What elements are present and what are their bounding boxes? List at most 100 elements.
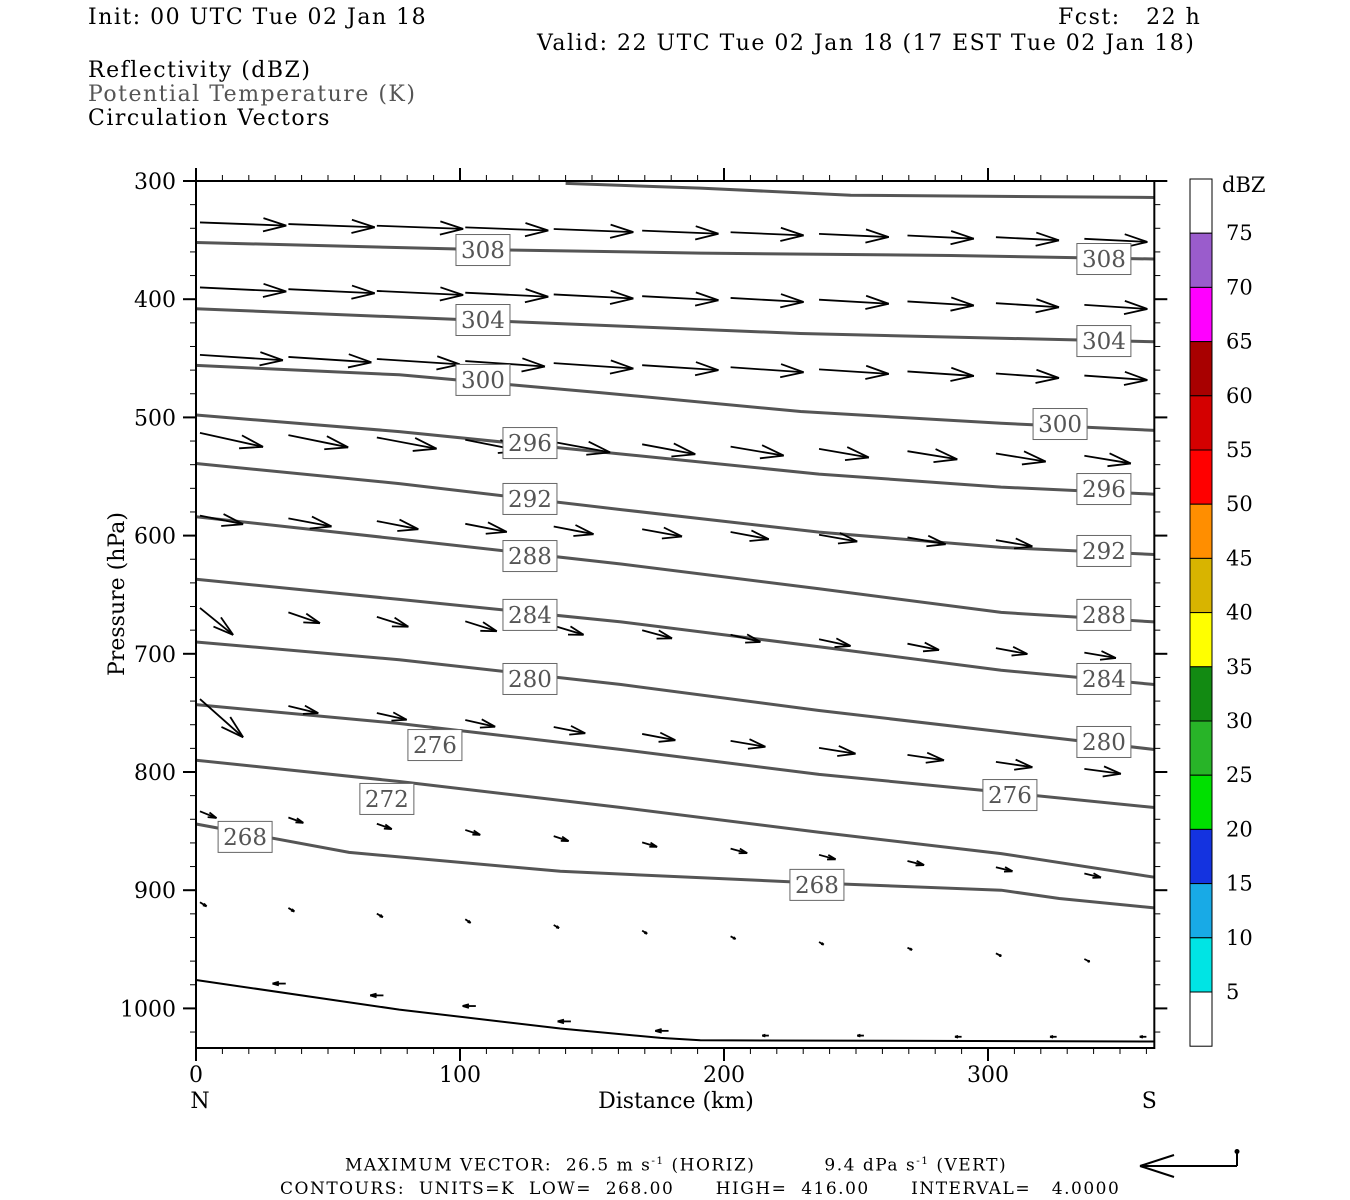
theta-contour-line [195,413,1155,496]
vector-head [655,1029,662,1034]
wind-vector [553,524,594,537]
surface-vector [857,1033,864,1038]
vector-shaft [553,624,584,636]
key-head [1139,1165,1175,1178]
vector-head [1036,368,1060,379]
vector-head [262,224,287,233]
wind-vector [907,946,913,951]
wind-vector [553,289,634,305]
surface-vector [557,1018,571,1025]
colorbar-tick-label: 40 [1226,601,1253,625]
vector-shaft [641,443,696,456]
vector-shaft [642,295,719,302]
vector-head [436,355,461,366]
wind-vector [199,513,244,527]
valid-time-label: Valid: 22 UTC Tue 02 Jan 18 (17 EST Tue … [537,31,1196,56]
wind-vector [288,704,319,715]
vector-head [732,936,737,940]
x-tick-label: 200 [703,1063,745,1088]
vector-head [926,751,945,762]
forecast-hour-label: Fcst: 22 h [1058,5,1202,30]
vector-head [213,625,234,636]
vector-head [263,282,287,293]
vector-shaft [376,520,419,531]
vector-head [844,456,869,461]
theta-contour-label-box [1076,725,1132,758]
vector-shaft [199,698,244,738]
wind-vector [641,629,673,640]
theta-contour-label-box [1076,325,1132,358]
vector-head [208,811,218,819]
theta-contour-label: 276 [413,733,457,759]
wind-vector [641,442,696,458]
vector-head [780,293,804,303]
colorbar-cell [1189,774,1213,830]
vector-shaft [288,517,332,528]
vector-head [1014,766,1033,771]
vector-head [694,299,719,307]
wind-vector [199,810,218,819]
theta-contour-label-box [502,662,558,695]
vector-shaft [730,531,769,541]
vector-head [761,444,785,457]
wind-vector [995,298,1060,314]
wind-vector [199,431,264,450]
vector-shaft [553,293,634,300]
vector-head [1021,460,1046,466]
vector-head [1103,765,1122,775]
vector-shaft [1084,237,1148,243]
vector-head [865,364,890,375]
wind-vector [199,282,287,298]
wind-vector [288,353,372,369]
wind-vector [465,620,498,633]
wind-vector [199,901,208,908]
theta-contour-label-box [502,427,558,460]
vector-shaft [199,607,234,636]
vector-head [751,529,770,540]
theta-contour-label: 280 [508,667,552,693]
vector-head [521,365,546,373]
vector-shaft [641,629,673,640]
wind-vector [995,450,1047,466]
vector-head [239,445,264,450]
vector-head [926,543,946,548]
vector-head [780,301,804,309]
wind-vector [730,363,804,379]
vector-head [392,711,408,721]
vector-shaft [1084,767,1122,775]
vector-head [260,351,284,362]
wind-vector [553,924,560,929]
vector-head [695,361,719,372]
vector-head [569,732,586,736]
vector-head [467,919,472,924]
theta-contour-label: 292 [1082,539,1126,565]
vector-head [1101,650,1117,659]
wind-vector [641,526,683,540]
vector-head [661,535,683,540]
vector-head [397,528,419,532]
vector-shaft [553,525,594,536]
x-tick-label: 0 [189,1063,203,1088]
vector-shaft [1084,454,1131,465]
vector-head [1035,377,1060,384]
surface-vector [1049,1034,1057,1039]
wind-vector [907,751,945,764]
theta-contour-label: 300 [461,368,505,394]
colorbar-tick-label: 50 [1226,492,1253,516]
vector-head [950,296,975,307]
wind-vector [553,440,611,456]
vector-head [780,234,804,242]
x-axis-title: Distance (km) [598,1089,754,1114]
vector-head [369,994,377,999]
wind-vector [818,637,852,648]
wind-vector [288,515,332,530]
vector-head [414,437,438,450]
vector-head [779,371,804,379]
colorbar-cell [1189,395,1213,451]
theta-contour-label-box [407,729,463,762]
vector-head [259,359,284,367]
colorbar-cell [1189,503,1213,559]
vector-head [663,526,683,538]
vector-shaft [730,231,804,237]
